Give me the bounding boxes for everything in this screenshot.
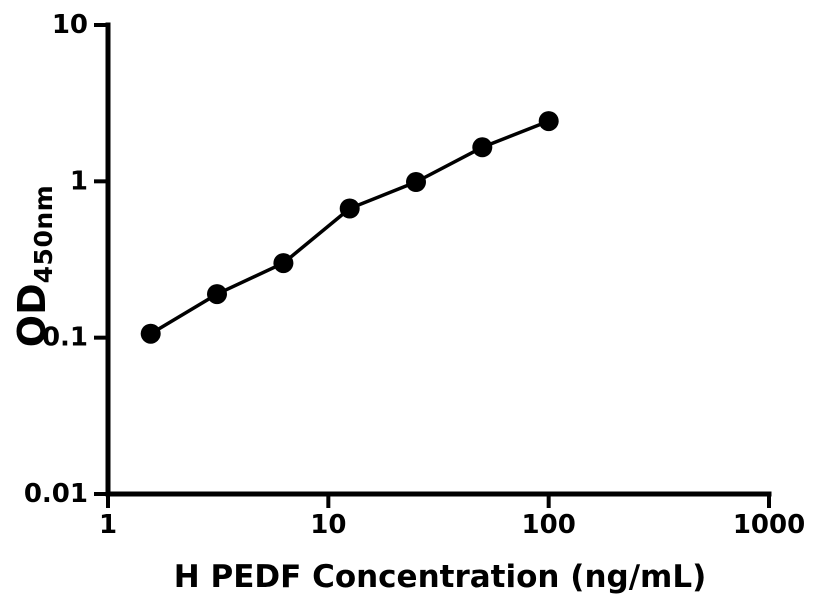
data-point [140, 323, 161, 344]
x-tick-label: 10 [310, 510, 346, 540]
y-tick-label: 1 [70, 166, 88, 196]
x-axis-label: H PEDF Concentration (ng/mL) [173, 559, 707, 595]
x-tick-label: 100 [522, 510, 576, 540]
x-tick-label: 1000 [733, 510, 805, 540]
y-axis-label-main: OD [10, 283, 54, 348]
data-point [273, 253, 294, 274]
y-tick-label: 0.1 [42, 323, 88, 353]
data-point [406, 172, 426, 192]
y-axis-label-subscript: 450nm [29, 184, 58, 284]
y-axis-label: OD450nm [10, 185, 58, 347]
data-point [472, 137, 493, 158]
data-point [538, 111, 559, 132]
x-tick-label: 1 [99, 510, 117, 540]
y-tick-label: 0.01 [24, 479, 88, 509]
data-point [207, 284, 227, 305]
data-point [339, 198, 360, 219]
y-tick-label: 10 [52, 10, 88, 40]
